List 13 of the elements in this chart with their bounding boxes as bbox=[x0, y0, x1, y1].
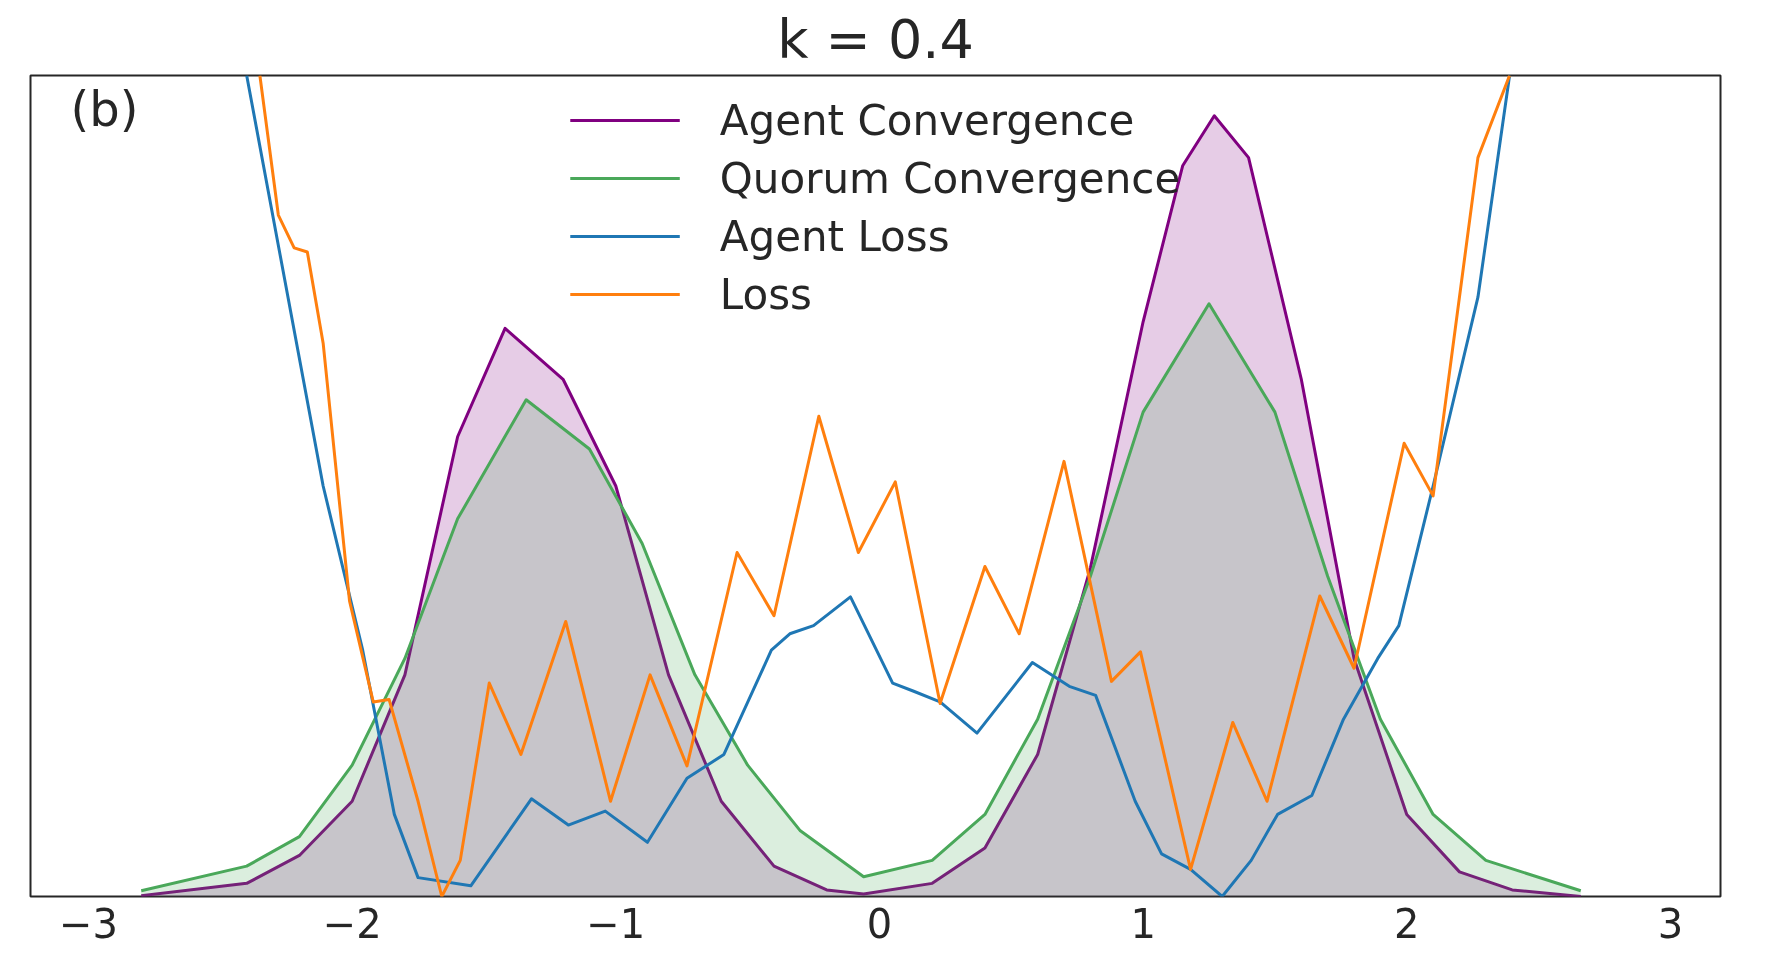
legend-label: Agent Convergence bbox=[719, 95, 1135, 145]
x-tick-label: 0 bbox=[866, 900, 893, 947]
annotation: (b) bbox=[70, 80, 139, 137]
legend-label: Agent Loss bbox=[719, 211, 950, 261]
x-tick-label: 3 bbox=[1657, 900, 1684, 947]
x-tick-label: −3 bbox=[59, 900, 118, 947]
chart-title: k = 0.4 bbox=[777, 7, 974, 71]
legend-label: Loss bbox=[719, 269, 812, 319]
x-tick-label: 1 bbox=[1130, 900, 1156, 947]
legend-label: Quorum Convergence bbox=[719, 153, 1181, 203]
x-tick-label: −1 bbox=[586, 900, 646, 947]
x-tick-label: −2 bbox=[322, 900, 382, 947]
x-tick-label: 2 bbox=[1394, 900, 1420, 947]
